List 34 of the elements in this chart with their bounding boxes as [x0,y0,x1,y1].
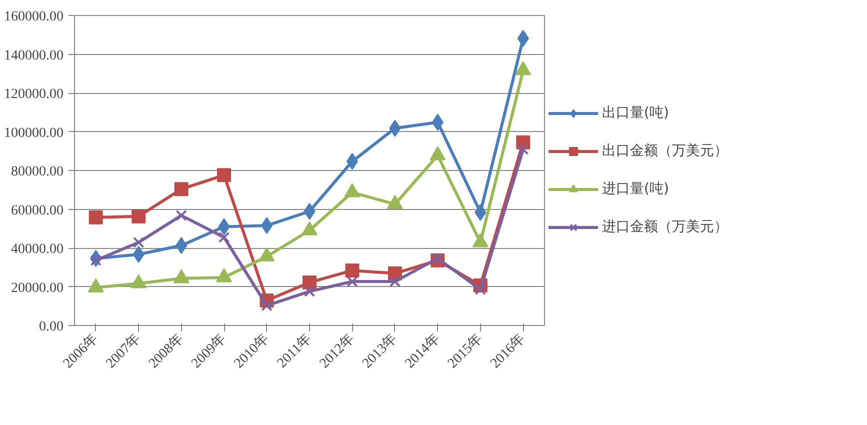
point [346,152,358,170]
point [518,144,529,155]
y-tick-label: 100000.00 [4,126,64,141]
point [432,252,444,264]
y-tick-label: 80000.00 [11,164,64,180]
legend-label: 进口金额（万美元） [602,218,728,236]
legend-label: 出口金额（万美元） [602,142,728,160]
y-tick-label: 60000.00 [11,203,64,218]
point [132,209,146,224]
point [432,114,444,131]
y-tick-label: 120000.00 [4,87,64,102]
point [176,210,187,222]
point [175,236,188,254]
point [132,236,144,248]
point [474,284,486,296]
point [389,276,401,288]
point [346,276,358,288]
y-tick-label: 160000.00 [4,10,64,24]
point [174,182,188,196]
y-tick-label: 0.00 [39,320,64,334]
legend-label: 进口量(吨) [602,180,669,198]
legend-label: 出口量(吨) [602,104,669,122]
point [302,275,316,290]
point [304,286,316,297]
point [217,168,232,182]
point [218,232,230,243]
point [345,263,360,278]
point [260,217,273,234]
y-tick-label: 20000.00 [11,280,64,296]
y-tick-label: 140000.00 [4,48,64,64]
point [88,210,103,224]
point [90,254,102,266]
y-tick-label: 40000.00 [11,242,64,257]
point [261,300,272,312]
